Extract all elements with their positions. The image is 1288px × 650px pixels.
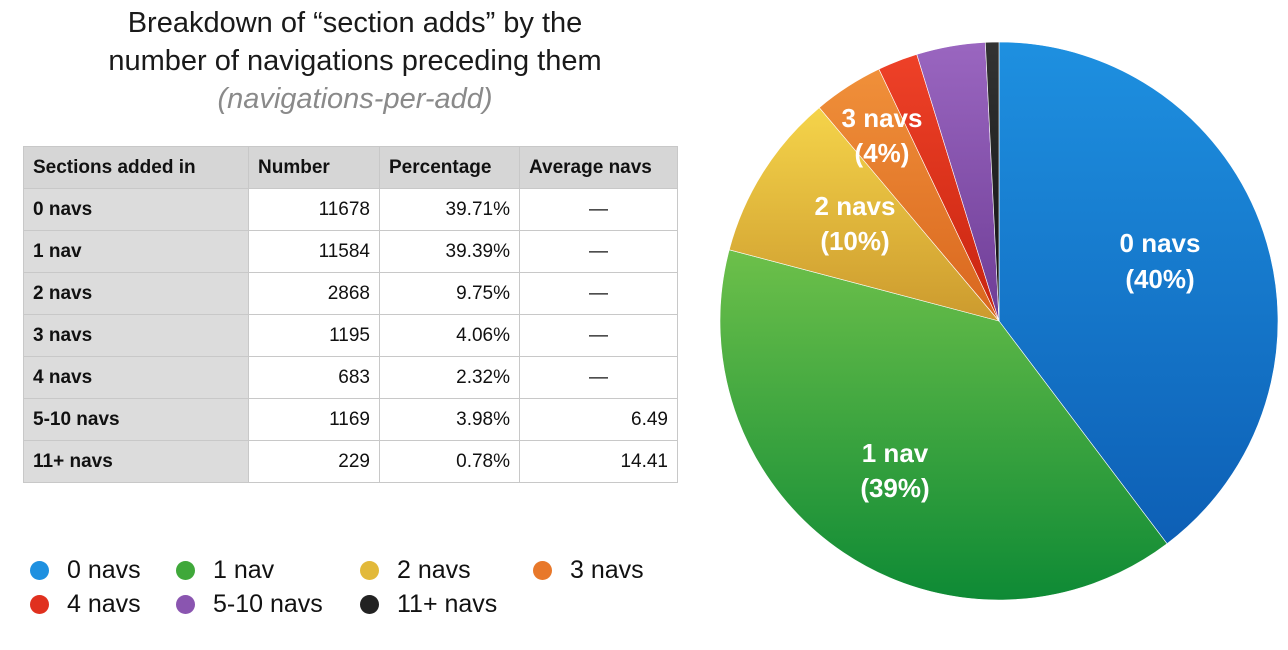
legend-swatch <box>360 561 379 580</box>
row-label: 3 navs <box>23 314 249 357</box>
pie-slice-0-navs <box>998 41 1279 545</box>
cell-number: 683 <box>248 356 380 399</box>
cell-average-navs: — <box>519 230 678 273</box>
legend-item-1-nav: 1 nav <box>176 556 274 585</box>
pie-labels: 0 navs (40%) 1 nav (39%) 2 navs (10%) 3 navs (4… <box>815 103 1201 503</box>
legend-label: 11+ navs <box>397 590 498 618</box>
legend-label: 5-10 navs <box>213 590 323 618</box>
pie-label-percent: (40%) <box>1125 264 1194 294</box>
legend-label: 4 navs <box>67 590 141 618</box>
legend-item-5-10-navs: 5-10 navs <box>176 590 323 619</box>
header-percentage: Percentage <box>379 146 520 189</box>
cell-number: 1169 <box>248 398 380 441</box>
legend-item-0-navs: 0 navs <box>30 556 141 585</box>
row-label: 1 nav <box>23 230 249 273</box>
table-row: 0 navs 11678 39.71% — <box>23 188 678 231</box>
table-row: 1 nav 11584 39.39% — <box>23 230 678 273</box>
data-table: Sections added in Number Percentage Aver… <box>23 146 678 483</box>
legend-item-2-navs: 2 navs <box>360 556 471 585</box>
cell-number: 229 <box>248 440 380 483</box>
table-row: 2 navs 2868 9.75% — <box>23 272 678 315</box>
cell-percentage: 39.39% <box>379 230 520 273</box>
cell-average-navs: 14.41 <box>519 440 678 483</box>
cell-average-navs: — <box>519 356 678 399</box>
cell-average-navs: 6.49 <box>519 398 678 441</box>
table-row: 11+ navs 229 0.78% 14.41 <box>23 440 678 483</box>
table-row: 5-10 navs 1169 3.98% 6.49 <box>23 398 678 441</box>
title-line-2: number of navigations preceding them <box>108 45 602 77</box>
cell-number: 11584 <box>248 230 380 273</box>
legend-swatch <box>30 595 49 614</box>
pie-label-percent: (39%) <box>860 473 929 503</box>
row-label: 11+ navs <box>23 440 249 483</box>
table-row: 3 navs 1195 4.06% — <box>23 314 678 357</box>
pie-slice-2-navs <box>728 107 1000 322</box>
title-line-1: Breakdown of “section adds” by the <box>127 7 583 39</box>
cell-average-navs: — <box>519 188 678 231</box>
legend-swatch <box>176 561 195 580</box>
cell-number: 11678 <box>248 188 380 231</box>
legend-label: 3 navs <box>570 556 644 584</box>
row-label: 4 navs <box>23 356 249 399</box>
row-label: 5-10 navs <box>23 398 249 441</box>
pie-label-name: 3 navs <box>842 103 923 133</box>
legend-item-3-navs: 3 navs <box>533 556 644 585</box>
cell-average-navs: — <box>519 314 678 357</box>
row-label: 2 navs <box>23 272 249 315</box>
pie-label-name: 2 navs <box>815 191 896 221</box>
legend-label: 0 navs <box>67 556 141 584</box>
legend-swatch <box>30 561 49 580</box>
pie-label-percent: (4%) <box>855 138 910 168</box>
cell-number: 1195 <box>248 314 380 357</box>
chart-legend: 0 navs 1 nav 2 navs 3 navs 4 navs 5-10 n… <box>30 556 690 626</box>
cell-number: 2868 <box>248 272 380 315</box>
pie-label-name: 1 nav <box>862 438 929 468</box>
chart-subtitle: (navigations-per-add) <box>217 83 493 115</box>
pie-slice-1-nav <box>719 249 1168 601</box>
legend-swatch <box>176 595 195 614</box>
legend-swatch <box>533 561 552 580</box>
cell-percentage: 2.32% <box>379 356 520 399</box>
table-row: 4 navs 683 2.32% — <box>23 356 678 399</box>
table-header-row: Sections added in Number Percentage Aver… <box>23 146 678 189</box>
legend-item-11-plus-navs: 11+ navs <box>360 590 497 619</box>
legend-swatch <box>360 595 379 614</box>
pie-label-name: 0 navs <box>1120 228 1201 258</box>
legend-label: 1 nav <box>213 556 275 584</box>
legend-label: 2 navs <box>397 556 471 584</box>
row-label: 0 navs <box>23 188 249 231</box>
cell-percentage: 39.71% <box>379 188 520 231</box>
pie-label-percent: (10%) <box>820 226 889 256</box>
pie-slice-11-navs <box>985 41 1000 322</box>
legend-item-4-navs: 4 navs <box>30 590 141 619</box>
header-average-navs: Average navs <box>519 146 678 189</box>
pie-slices <box>719 41 1279 601</box>
chart-title: Breakdown of “section adds” by the numbe… <box>40 4 670 118</box>
cell-percentage: 4.06% <box>379 314 520 357</box>
cell-percentage: 0.78% <box>379 440 520 483</box>
